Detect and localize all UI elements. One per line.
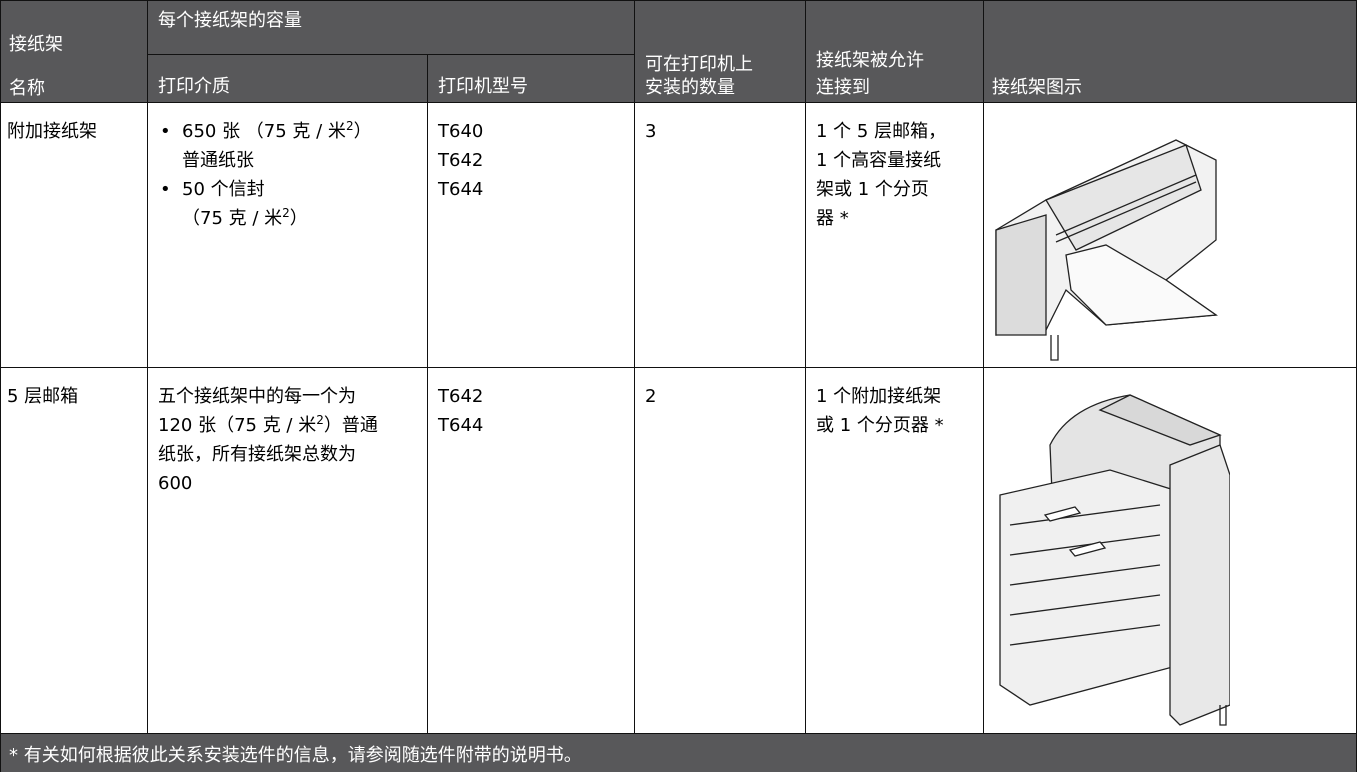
cell-content: 5 层邮箱 <box>7 382 78 411</box>
cell-content: 650 张 （75 克 / 米2）普通纸张50 个信封（75 克 / 米2） <box>158 117 372 233</box>
text-line: 普通纸张 <box>182 146 372 175</box>
header-text: 接纸架图示 <box>992 77 1082 98</box>
text-segment: 650 张 （75 克 / 米 <box>182 121 346 142</box>
header-text: 每个接纸架的容量 <box>158 10 302 31</box>
attach-line: 器 * <box>816 208 849 229</box>
header-cell: 打印介质 <box>148 55 428 103</box>
row-name: 5 层邮箱 <box>7 386 79 407</box>
header-text: 安装的数量 <box>645 77 735 98</box>
cell-content: 五个接纸架中的每一个为 120 张（75 克 / 米2）普通纸张，所有接纸架总数为… <box>158 382 378 498</box>
text-segment: ）普通 <box>323 415 378 436</box>
quantity: 3 <box>645 121 657 142</box>
media-cell: 650 张 （75 克 / 米2）普通纸张50 个信封（75 克 / 米2） <box>148 103 428 368</box>
text-line: 50 个信封 <box>182 175 372 204</box>
bullet-item: 50 个信封 （75 克 / 米2） <box>158 175 372 233</box>
cell-content: T640 T642 T644 <box>438 117 483 204</box>
quantity: 2 <box>645 386 657 407</box>
model: T644 <box>438 179 484 200</box>
paragraph: 五个接纸架中的每一个为 120 张（75 克 / 米2）普通纸张，所有接纸架总数为… <box>158 382 378 498</box>
header-cell: 接纸架 名称 <box>0 0 148 103</box>
text-line: 120 张（75 克 / 米2）普通 <box>158 411 378 440</box>
cell-content: 3 <box>645 117 656 146</box>
header-cell: 每个接纸架的容量 <box>148 0 635 55</box>
media-cell: 五个接纸架中的每一个为 120 张（75 克 / 米2）普通纸张，所有接纸架总数为… <box>148 368 428 734</box>
header-text: 接纸架 <box>9 34 63 55</box>
footnote-cell: * 有关如何根据彼此关系安装选件的信息，请参阅随选件附带的说明书。 <box>0 734 1357 772</box>
model: T642 <box>438 386 484 407</box>
cell-content: T642 T644 <box>438 382 483 440</box>
quantity-cell: 2 <box>635 368 806 734</box>
attach-line: 架或 1 个分页 <box>816 179 929 200</box>
text-line: 600 <box>158 469 378 498</box>
footnote: * 有关如何根据彼此关系安装选件的信息，请参阅随选件附带的说明书。 <box>9 745 582 766</box>
text-line: 650 张 （75 克 / 米2） <box>182 117 372 146</box>
text-segment: ） <box>353 121 372 142</box>
header-text: 名称 <box>9 78 45 99</box>
bullet-item: 650 张 （75 克 / 米2） 普通纸张 <box>158 117 372 175</box>
superscript: 2 <box>345 119 354 133</box>
model: T642 <box>438 150 484 171</box>
attach-line: 或 1 个分页器 * <box>816 415 944 436</box>
cell-content: 2 <box>645 382 656 411</box>
header-text: 接纸架被允许 <box>816 50 924 71</box>
text-line: 纸张，所有接纸架总数为 <box>158 440 378 469</box>
attach-line: 1 个 5 层邮箱， <box>816 121 947 142</box>
cell-content: 1 个附加接纸架或 1 个分页器 * <box>816 382 944 440</box>
attach-cell: 1 个 5 层邮箱， 1 个高容量接纸 架或 1 个分页器 * <box>806 103 984 368</box>
cell-content: 附加接纸架 <box>7 117 97 146</box>
attach-line: 1 个高容量接纸 <box>816 150 942 171</box>
quantity-cell: 3 <box>635 103 806 368</box>
models-cell: T640 T642 T644 <box>428 103 635 368</box>
text-segment: 纸张，所有接纸架总数为 <box>158 444 356 465</box>
text-segment: （75 克 / 米 <box>182 208 283 229</box>
header-cell: 接纸架被允许 连接到 <box>806 0 984 103</box>
mailbox-illustration <box>999 394 1230 726</box>
header-text: 打印机型号 <box>438 76 528 97</box>
header-text: 连接到 <box>816 77 870 98</box>
header-cell: 打印机型号 <box>428 55 635 103</box>
attach-cell: 1 个附加接纸架或 1 个分页器 * <box>806 368 984 734</box>
cell-content: 1 个 5 层邮箱， 1 个高容量接纸 架或 1 个分页器 * <box>816 117 946 233</box>
extender-illustration <box>995 139 1218 361</box>
superscript: 2 <box>282 206 290 220</box>
header-cell: 接纸架图示 <box>984 0 1357 103</box>
header-text: 打印介质 <box>158 76 230 97</box>
model: T644 <box>438 415 484 436</box>
header-cell: 可在打印机上 安装的数量 <box>635 0 806 103</box>
text-segment: 50 个信封 <box>182 179 265 200</box>
header-text: 可在打印机上 <box>645 54 753 75</box>
name-cell: 5 层邮箱 <box>0 368 148 734</box>
text-segment: 五个接纸架中的每一个为 <box>158 386 356 407</box>
model: T640 <box>438 121 484 142</box>
row-name: 附加接纸架 <box>7 121 97 142</box>
text-segment: 120 张（75 克 / 米 <box>158 415 317 436</box>
text-line: （75 克 / 米2） <box>182 204 372 233</box>
text-segment: 600 <box>158 473 193 494</box>
attach-line: 1 个附加接纸架 <box>816 386 942 407</box>
text-line: 五个接纸架中的每一个为 <box>158 382 378 411</box>
models-cell: T642 T644 <box>428 368 635 734</box>
text-segment: ） <box>289 208 308 229</box>
name-cell: 附加接纸架 <box>0 103 148 368</box>
text-segment: 普通纸张 <box>182 150 254 171</box>
superscript: 2 <box>316 413 324 427</box>
